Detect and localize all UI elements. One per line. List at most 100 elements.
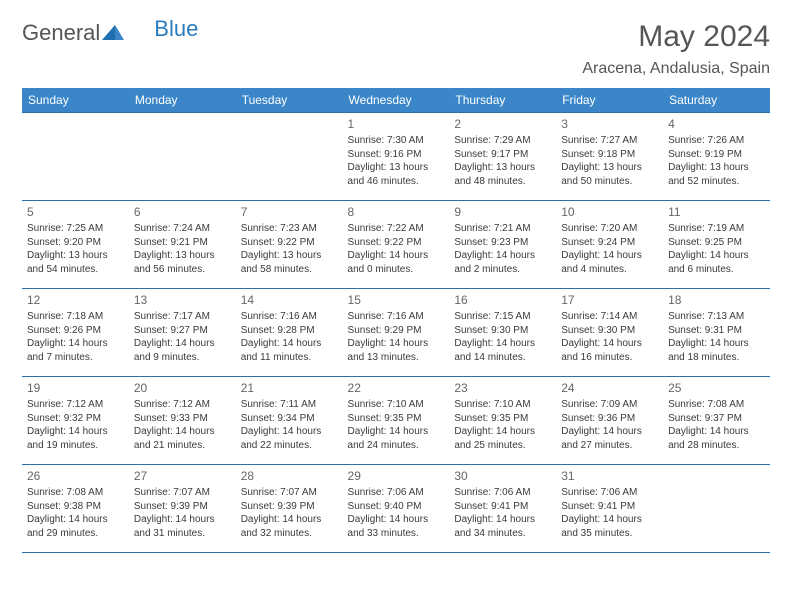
weekday-header: Wednesday: [343, 88, 450, 113]
daylight-text: and 6 minutes.: [668, 263, 765, 277]
calendar-day-cell: 11Sunrise: 7:19 AMSunset: 9:25 PMDayligh…: [663, 201, 770, 289]
sunrise-text: Sunrise: 7:09 AM: [561, 398, 658, 412]
sunrise-text: Sunrise: 7:10 AM: [454, 398, 551, 412]
daylight-text: Daylight: 14 hours: [454, 425, 551, 439]
sunset-text: Sunset: 9:35 PM: [454, 412, 551, 426]
brand-part2: Blue: [154, 16, 198, 42]
weekday-header: Tuesday: [236, 88, 343, 113]
daylight-text: and 34 minutes.: [454, 527, 551, 541]
calendar-day-cell: 8Sunrise: 7:22 AMSunset: 9:22 PMDaylight…: [343, 201, 450, 289]
calendar-day-cell: 14Sunrise: 7:16 AMSunset: 9:28 PMDayligh…: [236, 289, 343, 377]
sunrise-text: Sunrise: 7:17 AM: [134, 310, 231, 324]
daylight-text: and 19 minutes.: [27, 439, 124, 453]
calendar-day-cell: 22Sunrise: 7:10 AMSunset: 9:35 PMDayligh…: [343, 377, 450, 465]
calendar-day-cell: [236, 113, 343, 201]
calendar-day-cell: 1 Sunrise: 7:30 AMSunset: 9:16 PMDaylight…: [343, 113, 450, 201]
daylight-text: and 56 minutes.: [134, 263, 231, 277]
day-number: 22: [348, 380, 445, 396]
calendar-day-cell: [663, 465, 770, 553]
daylight-text: Daylight: 14 hours: [241, 425, 338, 439]
day-number: 5: [27, 204, 124, 220]
sunset-text: Sunset: 9:38 PM: [27, 500, 124, 514]
logo-triangle-icon: [102, 20, 124, 46]
sunrise-text: Sunrise: 7:06 AM: [561, 486, 658, 500]
daylight-text: Daylight: 14 hours: [668, 249, 765, 263]
sunrise-text: Sunrise: 7:07 AM: [241, 486, 338, 500]
calendar-day-cell: 26Sunrise: 7:08 AMSunset: 9:38 PMDayligh…: [22, 465, 129, 553]
daylight-text: and 9 minutes.: [134, 351, 231, 365]
calendar-day-cell: 31Sunrise: 7:06 AMSunset: 9:41 PMDayligh…: [556, 465, 663, 553]
sunset-text: Sunset: 9:27 PM: [134, 324, 231, 338]
sunset-text: Sunset: 9:40 PM: [348, 500, 445, 514]
sunset-text: Sunset: 9:39 PM: [134, 500, 231, 514]
day-number: 29: [348, 468, 445, 484]
daylight-text: and 22 minutes.: [241, 439, 338, 453]
sunset-text: Sunset: 9:31 PM: [668, 324, 765, 338]
day-number: 1: [348, 116, 445, 132]
sunrise-text: Sunrise: 7:12 AM: [27, 398, 124, 412]
daylight-text: and 11 minutes.: [241, 351, 338, 365]
sunset-text: Sunset: 9:25 PM: [668, 236, 765, 250]
daylight-text: Daylight: 14 hours: [241, 337, 338, 351]
calendar-day-cell: 21Sunrise: 7:11 AMSunset: 9:34 PMDayligh…: [236, 377, 343, 465]
calendar-day-cell: 30Sunrise: 7:06 AMSunset: 9:41 PMDayligh…: [449, 465, 556, 553]
daylight-text: Daylight: 13 hours: [454, 161, 551, 175]
daylight-text: and 52 minutes.: [668, 175, 765, 189]
weekday-header: Friday: [556, 88, 663, 113]
daylight-text: Daylight: 13 hours: [561, 161, 658, 175]
sunrise-text: Sunrise: 7:21 AM: [454, 222, 551, 236]
day-number: 16: [454, 292, 551, 308]
daylight-text: Daylight: 14 hours: [27, 425, 124, 439]
sunrise-text: Sunrise: 7:13 AM: [668, 310, 765, 324]
calendar-day-cell: 12Sunrise: 7:18 AMSunset: 9:26 PMDayligh…: [22, 289, 129, 377]
daylight-text: and 25 minutes.: [454, 439, 551, 453]
month-title: May 2024: [582, 20, 770, 54]
daylight-text: and 54 minutes.: [27, 263, 124, 277]
sunrise-text: Sunrise: 7:08 AM: [668, 398, 765, 412]
day-number: 3: [561, 116, 658, 132]
sunrise-text: Sunrise: 7:22 AM: [348, 222, 445, 236]
day-number: 11: [668, 204, 765, 220]
sunset-text: Sunset: 9:17 PM: [454, 148, 551, 162]
sunrise-text: Sunrise: 7:30 AM: [348, 134, 445, 148]
daylight-text: Daylight: 14 hours: [134, 513, 231, 527]
daylight-text: Daylight: 14 hours: [134, 425, 231, 439]
header-row: General Blue May 2024 Aracena, Andalusia…: [22, 20, 770, 78]
day-number: 23: [454, 380, 551, 396]
day-number: 13: [134, 292, 231, 308]
day-number: 30: [454, 468, 551, 484]
daylight-text: Daylight: 14 hours: [668, 425, 765, 439]
day-number: 17: [561, 292, 658, 308]
daylight-text: and 7 minutes.: [27, 351, 124, 365]
sunset-text: Sunset: 9:37 PM: [668, 412, 765, 426]
daylight-text: Daylight: 13 hours: [27, 249, 124, 263]
sunset-text: Sunset: 9:16 PM: [348, 148, 445, 162]
sunset-text: Sunset: 9:21 PM: [134, 236, 231, 250]
daylight-text: and 14 minutes.: [454, 351, 551, 365]
weekday-header: Monday: [129, 88, 236, 113]
calendar-day-cell: 15Sunrise: 7:16 AMSunset: 9:29 PMDayligh…: [343, 289, 450, 377]
daylight-text: and 4 minutes.: [561, 263, 658, 277]
sunset-text: Sunset: 9:19 PM: [668, 148, 765, 162]
calendar-week-row: 26Sunrise: 7:08 AMSunset: 9:38 PMDayligh…: [22, 465, 770, 553]
sunset-text: Sunset: 9:22 PM: [348, 236, 445, 250]
day-number: 20: [134, 380, 231, 396]
sunrise-text: Sunrise: 7:16 AM: [348, 310, 445, 324]
daylight-text: Daylight: 13 hours: [348, 161, 445, 175]
calendar-day-cell: 23 Sunrise: 7:10 AMSunset: 9:35 PMDayligh…: [449, 377, 556, 465]
sunrise-text: Sunrise: 7:06 AM: [348, 486, 445, 500]
calendar-day-cell: 29Sunrise: 7:06 AMSunset: 9:40 PMDayligh…: [343, 465, 450, 553]
daylight-text: and 35 minutes.: [561, 527, 658, 541]
day-number: 31: [561, 468, 658, 484]
sunset-text: Sunset: 9:22 PM: [241, 236, 338, 250]
sunrise-text: Sunrise: 7:06 AM: [454, 486, 551, 500]
calendar-week-row: 12Sunrise: 7:18 AMSunset: 9:26 PMDayligh…: [22, 289, 770, 377]
day-number: 21: [241, 380, 338, 396]
day-number: 19: [27, 380, 124, 396]
daylight-text: Daylight: 14 hours: [348, 337, 445, 351]
calendar-body: 1Sunrise: 7:30 AMSunset: 9:16 PMDaylight…: [22, 113, 770, 553]
sunrise-text: Sunrise: 7:29 AM: [454, 134, 551, 148]
daylight-text: Daylight: 14 hours: [348, 249, 445, 263]
calendar-day-cell: 20Sunrise: 7:12 AMSunset: 9:33 PMDayligh…: [129, 377, 236, 465]
day-number: 14: [241, 292, 338, 308]
